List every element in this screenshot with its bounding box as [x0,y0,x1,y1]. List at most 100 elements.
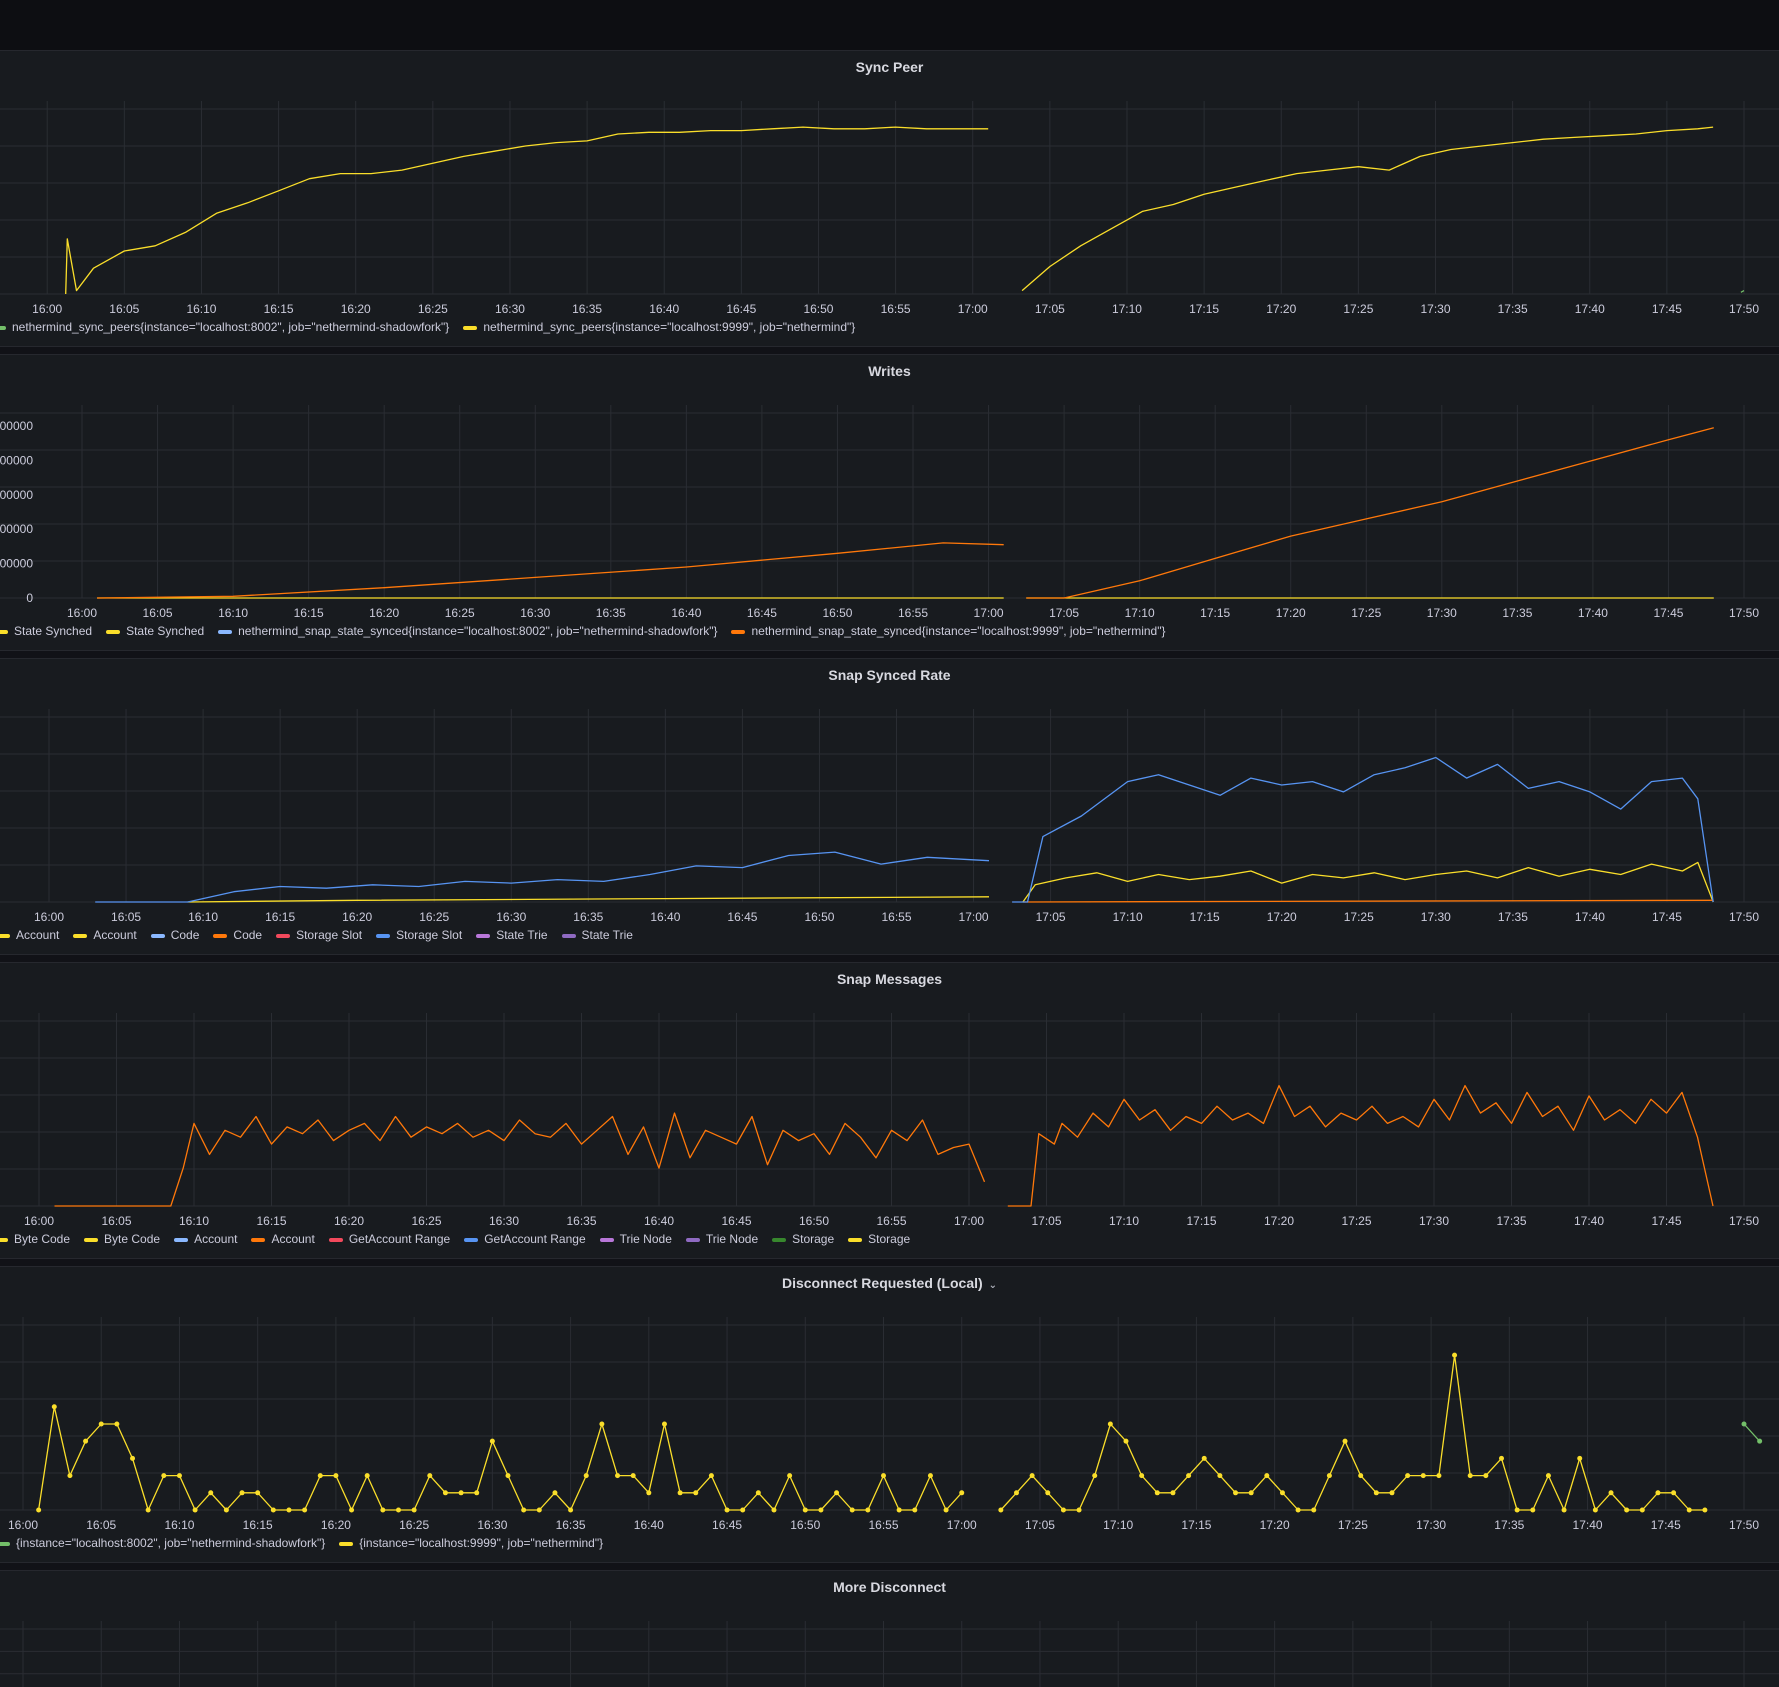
data-point[interactable] [818,1507,824,1513]
data-point[interactable] [583,1473,589,1479]
legend-item[interactable]: Account [174,1232,237,1246]
data-point[interactable] [1248,1490,1254,1496]
data-point[interactable] [1639,1507,1645,1513]
data-point[interactable] [661,1421,667,1427]
data-point[interactable] [1436,1473,1442,1479]
data-point[interactable] [1624,1507,1630,1513]
legend-item[interactable]: {instance="localhost:8002", job="netherm… [0,1536,325,1550]
data-point[interactable] [114,1421,120,1427]
data-point[interactable] [1608,1490,1614,1496]
series-line-1[interactable] [37,1354,1705,1511]
data-point[interactable] [1467,1473,1473,1479]
data-point[interactable] [505,1473,511,1479]
legend-item[interactable]: Account [251,1232,315,1246]
data-point[interactable] [302,1507,308,1513]
data-point[interactable] [896,1507,902,1513]
panel-title[interactable]: Snap Messages [836,971,943,987]
data-point[interactable] [959,1490,965,1496]
legend-item[interactable]: State Synched [106,624,204,638]
data-point[interactable] [693,1490,699,1496]
data-point[interactable] [755,1490,761,1496]
data-point[interactable] [708,1473,714,1479]
data-point[interactable] [176,1473,182,1479]
data-point[interactable] [458,1490,464,1496]
data-point[interactable] [1154,1490,1160,1496]
data-point[interactable] [771,1507,777,1513]
legend-item[interactable]: Trie Node [685,1232,758,1246]
data-point[interactable] [1092,1473,1098,1479]
data-point[interactable] [192,1507,198,1513]
data-point[interactable] [1702,1507,1708,1513]
data-point[interactable] [1514,1507,1520,1513]
data-point[interactable] [943,1507,949,1513]
data-point[interactable] [802,1507,808,1513]
data-point[interactable] [333,1473,339,1479]
legend-item[interactable]: GetAccount Range [328,1232,450,1246]
data-point[interactable] [1420,1473,1426,1479]
chart-snap-synced-rate[interactable]: 16:00 16:05 16:10 16:15 16:20 16:25 16:30 16:35… [0,659,1779,954]
data-point[interactable] [1139,1473,1145,1479]
legend-item[interactable]: {instance="localhost:9999", job="netherm… [339,1536,603,1550]
data-point[interactable] [912,1507,918,1513]
data-point[interactable] [1452,1352,1458,1358]
data-point[interactable] [489,1438,495,1444]
data-point[interactable] [1530,1507,1536,1513]
data-point[interactable] [364,1473,370,1479]
data-point[interactable] [1295,1507,1301,1513]
data-point[interactable] [1671,1490,1677,1496]
data-point[interactable] [395,1507,401,1513]
data-point[interactable] [568,1507,574,1513]
data-point[interactable] [1577,1455,1583,1461]
data-point[interactable] [427,1473,433,1479]
data-point[interactable] [67,1473,73,1479]
data-point[interactable] [1342,1438,1348,1444]
data-point[interactable] [865,1507,871,1513]
data-point[interactable] [521,1507,527,1513]
series-line-0[interactable] [1743,1423,1761,1442]
legend-item[interactable]: Code [150,928,199,942]
legend-item[interactable]: nethermind_sync_peers{instance="localhos… [0,320,449,334]
data-point[interactable] [740,1507,746,1513]
data-point[interactable] [1405,1473,1411,1479]
legend-item[interactable]: Account [73,928,137,942]
data-point[interactable] [1076,1507,1082,1513]
legend-item[interactable]: Storage Slot [376,928,462,942]
data-point[interactable] [1045,1490,1051,1496]
data-point[interactable] [208,1490,214,1496]
data-point[interactable] [255,1490,261,1496]
legend-item[interactable]: Storage [772,1232,834,1246]
legend-item[interactable]: nethermind_snap_state_synced{instance="l… [218,624,717,638]
panel-title[interactable]: Sync Peer [855,59,924,75]
data-point[interactable] [130,1455,136,1461]
data-point[interactable] [646,1490,652,1496]
data-point[interactable] [615,1473,621,1479]
data-point[interactable] [349,1507,355,1513]
series-line-0[interactable] [187,861,1714,903]
chart-snap-messages[interactable]: 16:00 16:05 16:10 16:15 16:20 16:25 16:30 16:35… [0,963,1779,1258]
data-point[interactable] [145,1507,151,1513]
data-point[interactable] [1326,1473,1332,1479]
data-point[interactable] [1233,1490,1239,1496]
data-point[interactable] [442,1490,448,1496]
data-point[interactable] [223,1507,229,1513]
legend-item[interactable]: Code [213,928,262,942]
data-point[interactable] [1201,1455,1207,1461]
series-line-3[interactable] [1022,899,1714,903]
chart-disconnect-requested[interactable]: 16:00 16:05 16:10 16:15 16:20 16:25 16:30 16:35… [0,1267,1779,1562]
data-point[interactable] [1358,1473,1364,1479]
data-point[interactable] [1545,1473,1551,1479]
data-point[interactable] [1741,1421,1747,1427]
data-point[interactable] [724,1507,730,1513]
data-point[interactable] [1279,1490,1285,1496]
data-point[interactable] [270,1507,276,1513]
data-point[interactable] [380,1507,386,1513]
legend-item[interactable]: GetAccount Range [464,1232,586,1246]
panel-title[interactable]: Snap Synced Rate [828,667,951,683]
legend-item[interactable]: Storage [848,1232,910,1246]
legend-item[interactable]: Byte Code [0,1232,70,1246]
data-point[interactable] [474,1490,480,1496]
data-point[interactable] [552,1490,558,1496]
data-point[interactable] [317,1473,323,1479]
data-point[interactable] [1757,1438,1763,1444]
